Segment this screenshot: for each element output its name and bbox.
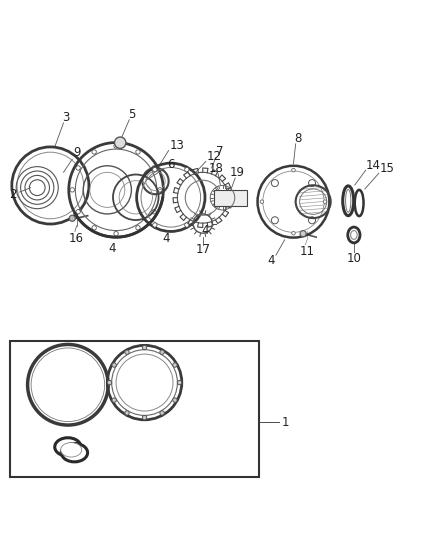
Text: 15: 15 bbox=[379, 163, 394, 175]
Text: 19: 19 bbox=[230, 166, 245, 179]
Text: 1: 1 bbox=[282, 416, 290, 429]
Text: 8: 8 bbox=[294, 132, 301, 144]
Text: 4: 4 bbox=[108, 241, 116, 255]
Circle shape bbox=[308, 217, 315, 224]
Circle shape bbox=[92, 150, 96, 154]
Text: 10: 10 bbox=[346, 252, 361, 265]
Circle shape bbox=[70, 188, 74, 192]
Text: 4: 4 bbox=[268, 254, 276, 268]
Circle shape bbox=[125, 350, 129, 354]
Circle shape bbox=[184, 167, 189, 172]
Text: 5: 5 bbox=[128, 108, 135, 120]
Text: 16: 16 bbox=[69, 231, 84, 245]
Circle shape bbox=[260, 200, 264, 204]
Circle shape bbox=[158, 188, 162, 192]
Circle shape bbox=[160, 411, 164, 415]
Circle shape bbox=[114, 137, 126, 148]
Text: 3: 3 bbox=[62, 111, 69, 124]
Text: 11: 11 bbox=[300, 245, 315, 257]
Circle shape bbox=[173, 363, 177, 367]
Text: 17: 17 bbox=[195, 244, 210, 256]
Circle shape bbox=[152, 223, 157, 227]
Circle shape bbox=[272, 217, 279, 224]
Text: 9: 9 bbox=[73, 146, 81, 159]
Circle shape bbox=[114, 231, 118, 236]
Circle shape bbox=[292, 231, 295, 235]
Bar bbox=[214, 190, 247, 206]
Circle shape bbox=[112, 398, 117, 402]
Text: 6: 6 bbox=[167, 158, 175, 171]
Ellipse shape bbox=[61, 443, 88, 462]
Text: 14: 14 bbox=[366, 159, 381, 172]
Text: 13: 13 bbox=[170, 139, 185, 152]
Circle shape bbox=[76, 166, 80, 170]
Text: 4: 4 bbox=[201, 224, 209, 237]
Circle shape bbox=[152, 166, 156, 170]
Circle shape bbox=[153, 167, 157, 172]
Bar bbox=[10, 341, 259, 477]
Circle shape bbox=[142, 415, 147, 420]
Circle shape bbox=[136, 225, 140, 230]
Circle shape bbox=[136, 150, 140, 154]
Circle shape bbox=[92, 225, 96, 230]
Circle shape bbox=[308, 180, 315, 187]
Circle shape bbox=[184, 223, 189, 227]
Circle shape bbox=[152, 209, 156, 214]
Circle shape bbox=[107, 381, 112, 385]
Circle shape bbox=[272, 180, 279, 187]
Circle shape bbox=[177, 381, 182, 385]
Text: 18: 18 bbox=[208, 162, 223, 175]
Circle shape bbox=[125, 411, 129, 415]
Text: 12: 12 bbox=[207, 150, 222, 163]
Text: 4: 4 bbox=[162, 232, 170, 245]
Circle shape bbox=[300, 231, 306, 237]
Text: 7: 7 bbox=[215, 146, 223, 158]
Circle shape bbox=[173, 398, 177, 402]
Ellipse shape bbox=[55, 438, 81, 456]
Circle shape bbox=[160, 350, 164, 354]
Circle shape bbox=[76, 209, 80, 214]
Text: 2: 2 bbox=[9, 188, 17, 201]
Circle shape bbox=[112, 363, 117, 367]
Circle shape bbox=[292, 168, 295, 172]
Circle shape bbox=[323, 200, 327, 204]
Circle shape bbox=[69, 215, 75, 221]
Circle shape bbox=[142, 345, 147, 350]
Ellipse shape bbox=[350, 231, 357, 239]
Ellipse shape bbox=[60, 442, 82, 457]
Circle shape bbox=[114, 144, 118, 148]
